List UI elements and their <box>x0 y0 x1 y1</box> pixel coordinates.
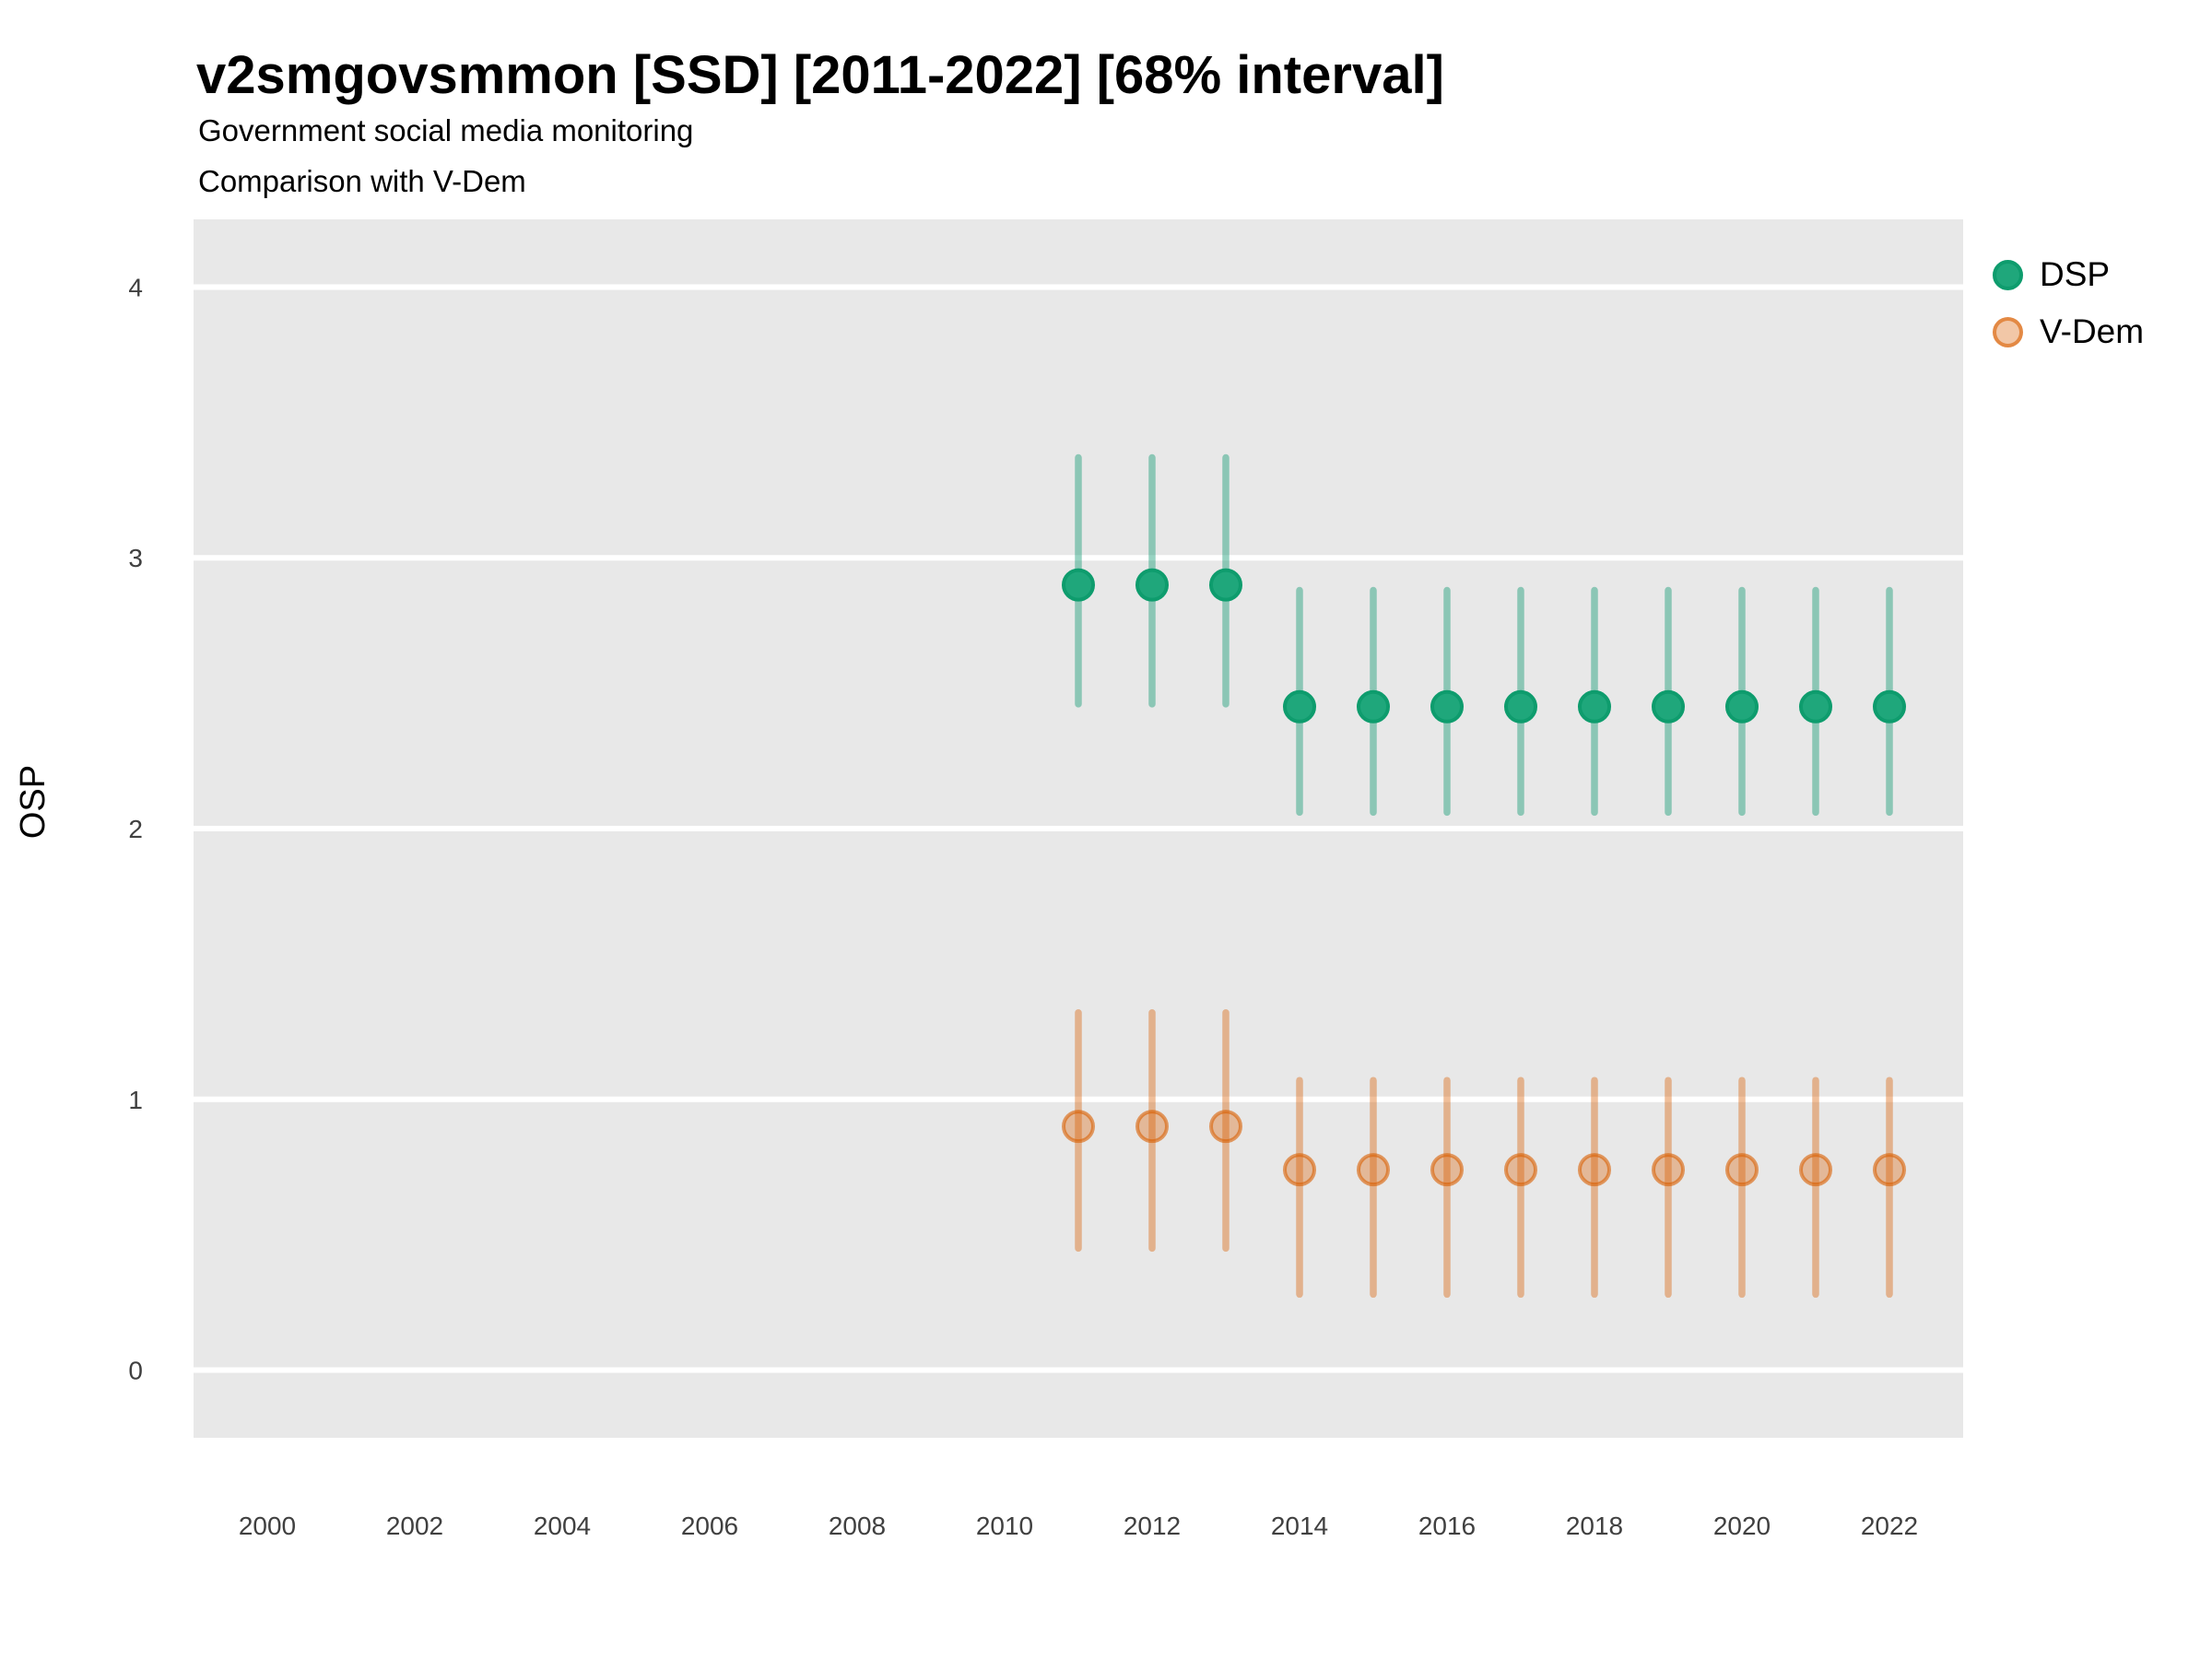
vdem-point-2022 <box>1873 1153 1906 1187</box>
dsp-point-2016 <box>1430 689 1464 724</box>
dsp-point-2011 <box>1062 568 1095 602</box>
dsp-point-2018 <box>1578 689 1611 724</box>
dsp-point-2014 <box>1283 689 1316 724</box>
vdem-point-2018 <box>1578 1153 1611 1187</box>
vdem-point-2015 <box>1357 1153 1390 1187</box>
legend: DSP V-Dem <box>1993 251 2144 356</box>
vdem-point-2013 <box>1209 1110 1242 1144</box>
vdem-point-2012 <box>1135 1110 1169 1144</box>
dsp-point-2017 <box>1504 689 1537 724</box>
y-tick-label-2: 2 <box>128 815 143 843</box>
dsp-point-2012 <box>1135 568 1169 602</box>
dsp-point-2019 <box>1652 689 1685 724</box>
dsp-point-2022 <box>1873 689 1906 724</box>
dsp-point-2020 <box>1725 689 1759 724</box>
chart-subtitle-2: Comparison with V-Dem <box>198 164 526 198</box>
legend-label-vdem: V-Dem <box>2040 312 2145 350</box>
legend-item-dsp: DSP <box>1993 251 2144 299</box>
legend-item-vdem: V-Dem <box>1993 308 2144 356</box>
x-tick-label-2020: 2020 <box>1713 1512 1771 1540</box>
x-tick-label-2022: 2022 <box>1861 1512 1918 1540</box>
x-tick-label-2016: 2016 <box>1418 1512 1476 1540</box>
dsp-point-2015 <box>1357 689 1390 724</box>
vdem-point-2016 <box>1430 1153 1464 1187</box>
x-tick-label-2010: 2010 <box>976 1512 1033 1540</box>
x-tick-label-2002: 2002 <box>386 1512 443 1540</box>
y-tick-label-1: 1 <box>128 1086 143 1114</box>
y-tick-label-3: 3 <box>128 544 143 572</box>
legend-dot-dsp-icon <box>1993 259 2023 290</box>
legend-dot-vdem-icon <box>1993 316 2023 347</box>
y-tick-label-4: 4 <box>128 273 143 301</box>
x-tick-label-2008: 2008 <box>829 1512 886 1540</box>
vdem-point-2017 <box>1504 1153 1537 1187</box>
vdem-point-2021 <box>1799 1153 1832 1187</box>
x-tick-label-2000: 2000 <box>239 1512 296 1540</box>
y-axis-title: OSP <box>14 765 53 839</box>
dsp-point-2013 <box>1209 568 1242 602</box>
vdem-point-2014 <box>1283 1153 1316 1187</box>
dsp-point-2021 <box>1799 689 1832 724</box>
x-tick-label-2018: 2018 <box>1566 1512 1623 1540</box>
chart-title: v2smgovsmmon [SSD] [2011-2022] [68% inte… <box>196 45 1444 105</box>
x-tick-label-2012: 2012 <box>1124 1512 1181 1540</box>
vdem-point-2011 <box>1062 1110 1095 1144</box>
vdem-point-2019 <box>1652 1153 1685 1187</box>
x-tick-label-2014: 2014 <box>1271 1512 1328 1540</box>
y-tick-label-0: 0 <box>128 1357 143 1385</box>
x-tick-label-2006: 2006 <box>681 1512 738 1540</box>
legend-label-dsp: DSP <box>2040 255 2111 293</box>
chart-subtitle-1: Government social media monitoring <box>198 113 694 147</box>
vdem-point-2020 <box>1725 1153 1759 1187</box>
x-tick-label-2004: 2004 <box>534 1512 591 1540</box>
